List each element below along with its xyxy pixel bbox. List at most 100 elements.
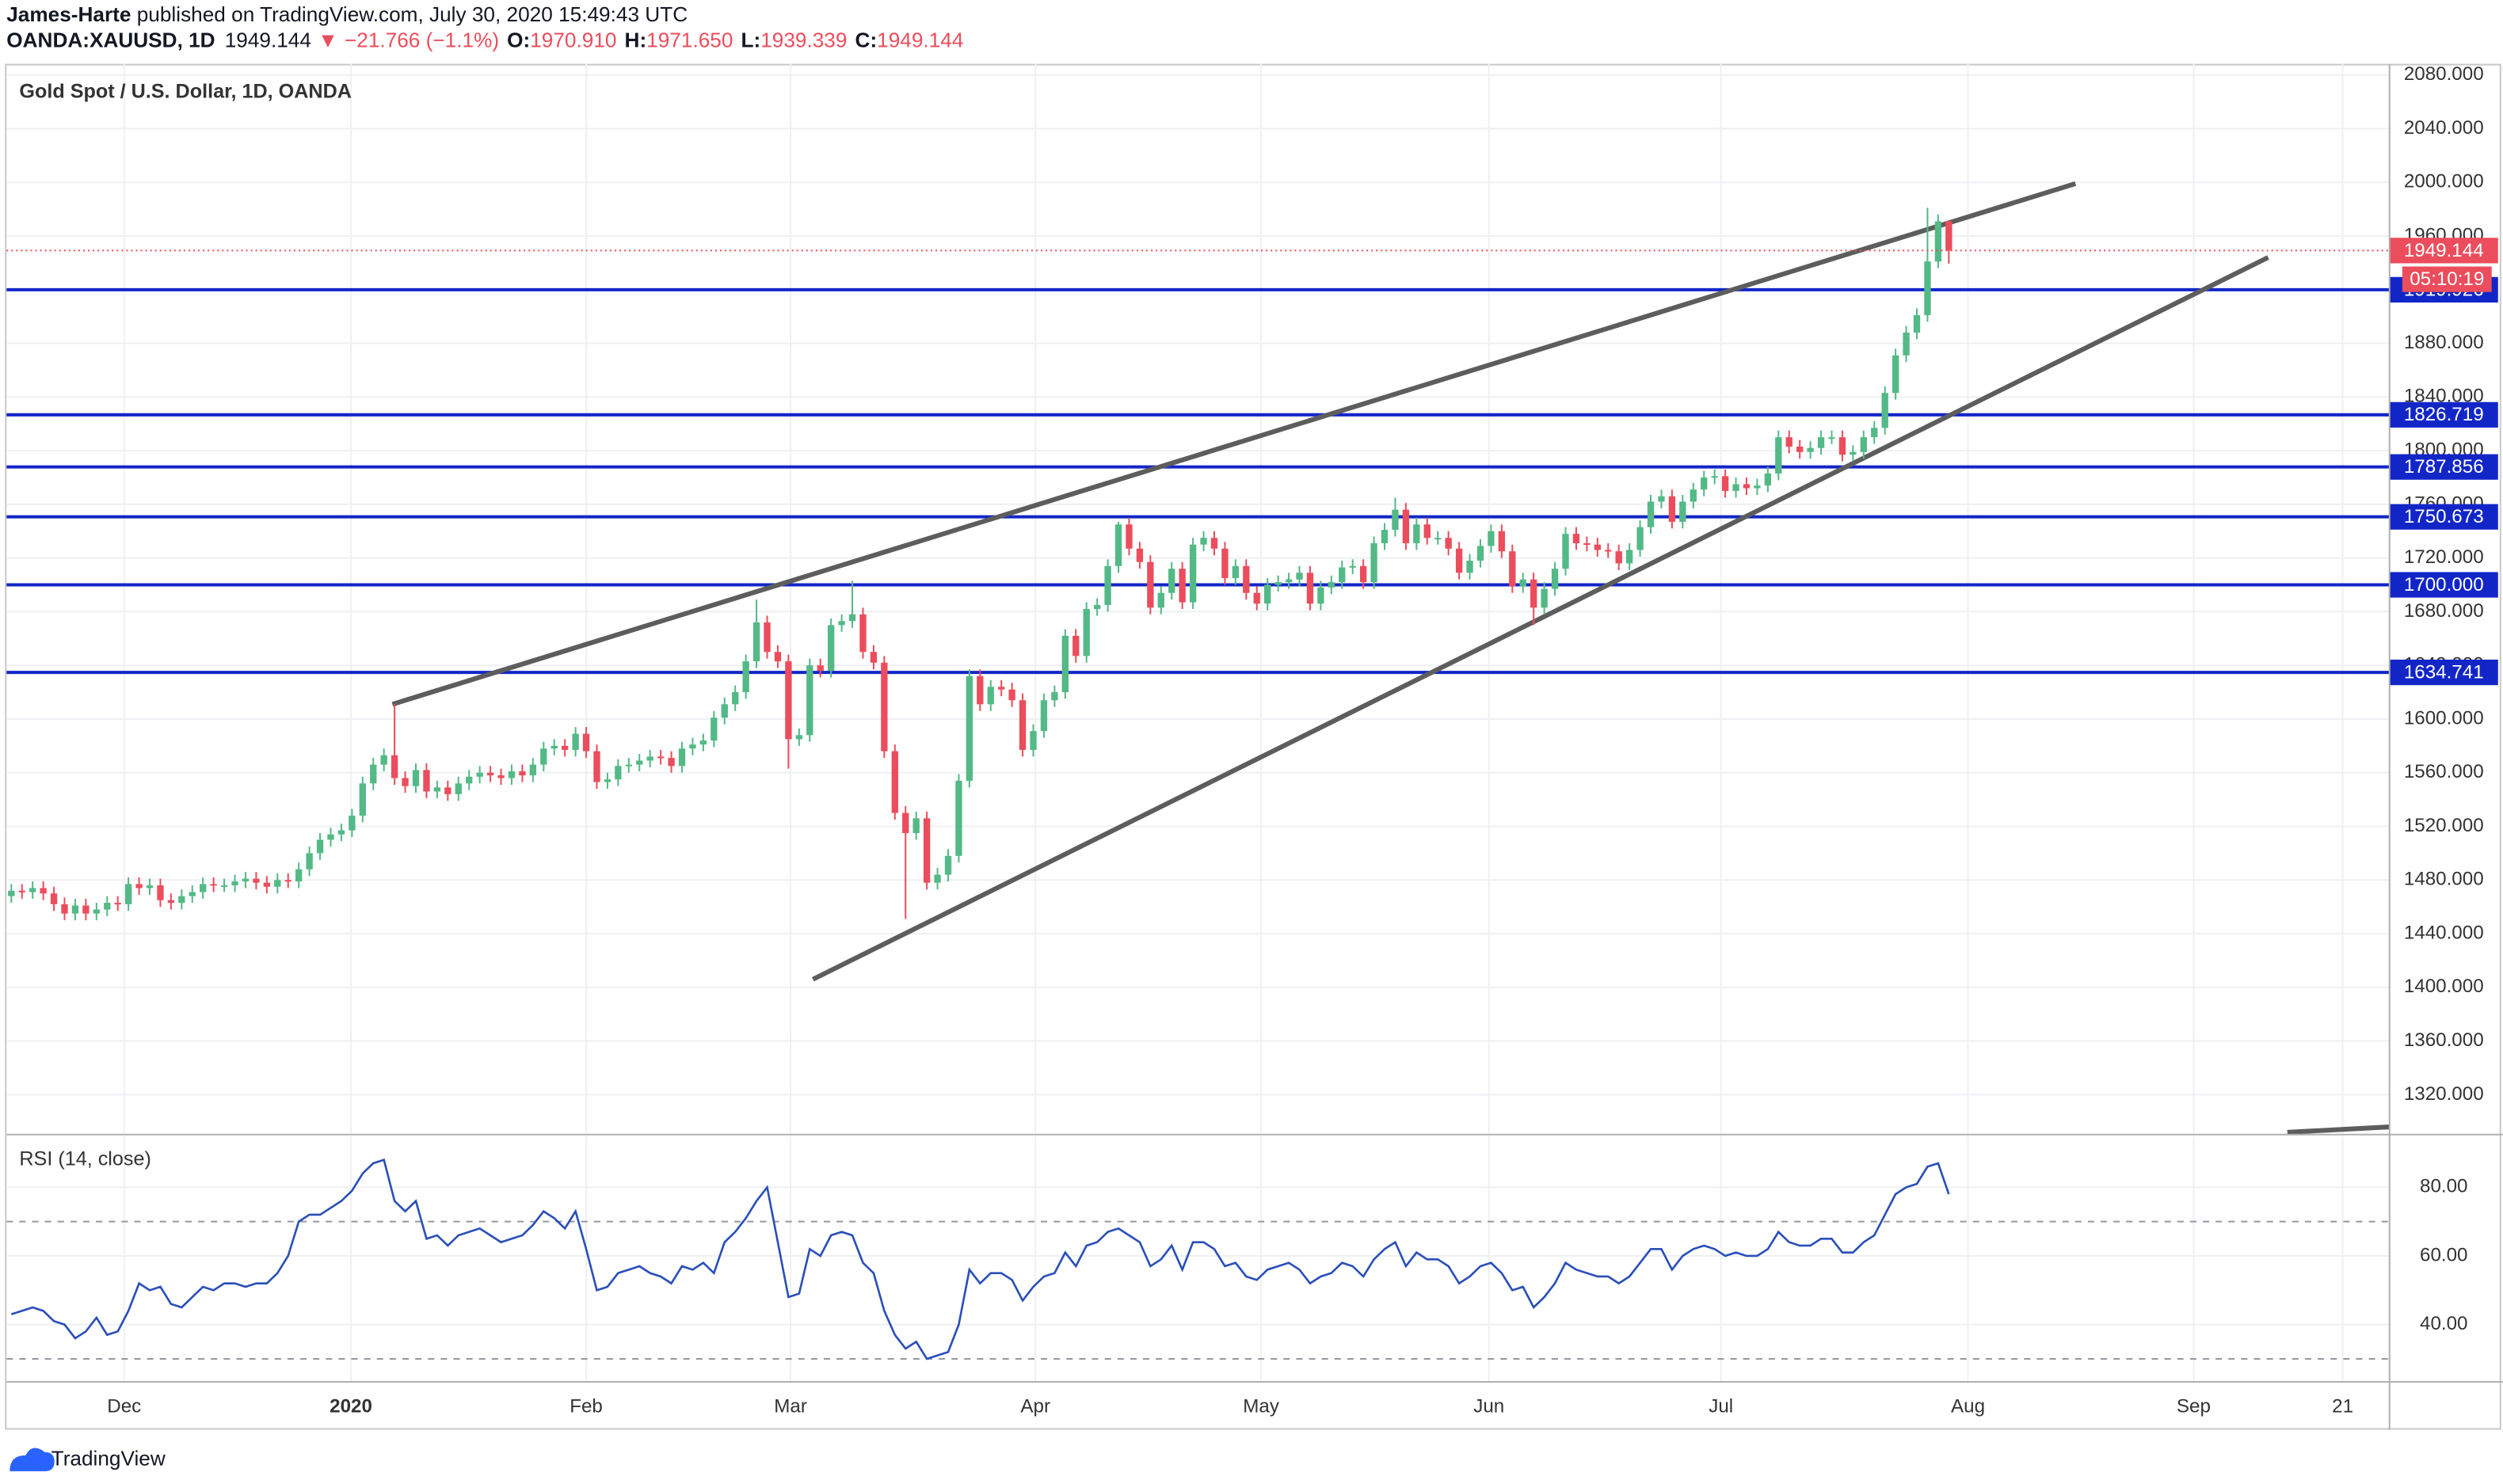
x-tick-label: Sep — [2177, 1396, 2211, 1417]
candle-body — [390, 755, 398, 778]
candle-body — [711, 717, 718, 741]
candle-body — [1679, 501, 1686, 522]
candle-body — [337, 830, 345, 835]
candle-body — [562, 745, 569, 750]
candle-body — [1253, 592, 1260, 604]
ohlc-value: 1970.910 — [530, 28, 616, 51]
candle-body — [1850, 451, 1857, 455]
y-tick-label: 1560.000 — [2404, 761, 2484, 782]
candle-body — [859, 614, 867, 653]
candle-body — [1594, 544, 1601, 550]
level-label: 1787.856 — [2404, 456, 2484, 478]
x-tick-label: 21 — [2332, 1396, 2353, 1417]
candle-body — [902, 812, 909, 833]
candle-body — [1892, 355, 1899, 394]
symbol: OANDA:XAUUSD, 1D — [6, 28, 215, 51]
candle-body — [1019, 700, 1027, 750]
rsi-line — [10, 1158, 1950, 1360]
x-tick-label: Feb — [570, 1396, 603, 1417]
ohlc-label: C: — [855, 28, 878, 51]
candle-body — [977, 675, 984, 705]
x-tick-label: Jul — [1709, 1396, 1733, 1417]
candle-body — [1924, 261, 1931, 315]
chart-frame — [5, 63, 2501, 1430]
candle-body — [1413, 524, 1420, 544]
candle-body — [551, 745, 558, 749]
candle-body — [1210, 538, 1218, 549]
candle-body — [1498, 531, 1506, 552]
candle-body — [1359, 565, 1367, 583]
last-price-label: 1949.144 — [2404, 240, 2484, 261]
candle-body — [1881, 393, 1888, 428]
candle-body — [785, 661, 792, 740]
candle-body — [466, 776, 473, 784]
candle-body — [699, 740, 707, 745]
y-tick-label: 80.00 — [2420, 1176, 2468, 1197]
candle-body — [1381, 530, 1389, 544]
candle-body — [604, 779, 611, 782]
candle-body — [1051, 692, 1058, 701]
published: published on TradingView.com, July 30, 2… — [131, 2, 688, 26]
candle-body — [742, 661, 749, 693]
trend-line — [391, 181, 2077, 707]
chart-layer: Dec 2020 Feb Mar Apr May Jun Jul Aug Sep 21 1320.00… — [6, 63, 2498, 1417]
y-tick-label: 2040.000 — [2404, 117, 2484, 139]
candle-body — [316, 839, 324, 854]
candle-body — [1349, 565, 1356, 568]
level-label: 1700.000 — [2404, 574, 2484, 596]
candle-body — [93, 909, 100, 914]
candle-body — [231, 881, 238, 886]
level-label: 1634.741 — [2404, 662, 2484, 683]
candle-body — [1636, 527, 1644, 550]
y-tick-label: 2080.000 — [2404, 63, 2484, 85]
logo-icon — [10, 1448, 55, 1471]
candle-body — [476, 772, 483, 777]
candle-body — [1072, 635, 1080, 656]
candle-body — [359, 783, 366, 816]
candle-body — [1807, 447, 1814, 452]
level-label: 1750.673 — [2404, 506, 2484, 527]
candle-body — [817, 665, 824, 671]
level-tag — [2389, 401, 2498, 428]
ohlc-value: 1971.650 — [646, 28, 733, 51]
candle-body — [774, 652, 782, 662]
candle-body — [1306, 573, 1314, 604]
level-tag — [2389, 659, 2498, 686]
candle-body — [1285, 579, 1293, 583]
candle-body — [966, 675, 973, 781]
x-tick-label: Apr — [1020, 1396, 1050, 1417]
candle-body — [1339, 567, 1346, 583]
y-tick-label: 1320.000 — [2404, 1083, 2484, 1105]
candle-body — [370, 764, 377, 784]
candle-body — [912, 818, 920, 833]
candle-body — [61, 904, 68, 914]
candle-body — [998, 687, 1005, 690]
countdown: 05:10:19 — [2410, 268, 2484, 290]
candle-body — [1519, 579, 1526, 587]
candle-body — [1040, 700, 1048, 732]
candle-body — [923, 818, 931, 883]
candle-body — [1743, 484, 1751, 489]
candle-body — [944, 855, 952, 875]
level-label: 1826.719 — [2404, 404, 2484, 425]
author: James-Harte — [6, 2, 131, 26]
countdown-tag — [2402, 266, 2492, 292]
candle-body — [689, 744, 696, 749]
candle-body — [1434, 538, 1442, 540]
candle-body — [1274, 582, 1282, 585]
candle-body — [1445, 538, 1452, 549]
candle-body — [1189, 544, 1197, 603]
candle-body — [870, 652, 878, 663]
candle-body — [114, 903, 121, 905]
level-tag — [2389, 572, 2498, 598]
candle-body — [1572, 534, 1580, 544]
candle-body — [827, 625, 835, 671]
candle-body — [848, 614, 856, 622]
candle-body — [486, 772, 494, 776]
candle-body — [838, 621, 845, 626]
candle-body — [657, 756, 665, 759]
ohlc-label: H: — [625, 28, 647, 51]
candle-body — [732, 692, 739, 705]
